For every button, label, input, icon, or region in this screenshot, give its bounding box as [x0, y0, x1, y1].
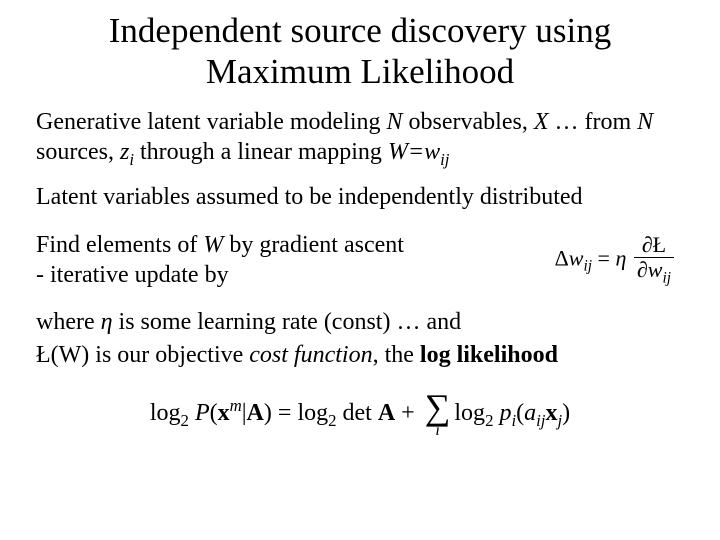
L: Ł — [653, 232, 666, 257]
var-W2: W — [203, 232, 223, 258]
ij2: ij — [662, 270, 671, 287]
equals: = — [592, 245, 615, 270]
var-N: N — [387, 109, 403, 135]
fraction: ∂Ł ∂wij — [634, 233, 674, 288]
A: A — [247, 400, 264, 426]
text: sources, — [36, 139, 120, 165]
P: P — [189, 400, 210, 426]
slide-title: Independent source discovery using Maxim… — [36, 10, 684, 93]
sigma-icon: ∑ — [425, 387, 451, 427]
x2: x — [545, 400, 557, 426]
eta: η — [615, 245, 626, 270]
partial: ∂ — [642, 232, 653, 257]
base2: 2 — [181, 410, 189, 429]
A2: A — [378, 400, 395, 426]
close2: ) — [562, 400, 570, 426]
ij: ij — [583, 258, 592, 275]
cost-function: cost function — [249, 342, 372, 368]
log: log — [150, 400, 181, 426]
sum: ∑i — [425, 389, 451, 439]
equation-log-likelihood: log2 P(xm|A) = log2 det A + ∑ilog2 pi(ai… — [36, 389, 684, 439]
paragraph-generative: Generative latent variable modeling N ob… — [36, 107, 684, 171]
text: - iterative update by — [36, 262, 229, 288]
var-z: z — [120, 139, 129, 165]
text: by gradient ascent — [223, 232, 404, 258]
log-likelihood: log likelihood — [420, 342, 558, 368]
det: det — [337, 400, 378, 426]
p: p — [499, 400, 511, 426]
text: where — [36, 309, 101, 335]
delta: Δ — [555, 245, 569, 270]
log2: log — [297, 400, 328, 426]
close: ) — [264, 400, 272, 426]
m: m — [230, 396, 242, 415]
partial2: ∂ — [637, 257, 648, 282]
w2: w — [648, 257, 663, 282]
text: Find elements of — [36, 232, 203, 258]
var-N2: N — [637, 109, 653, 135]
x: x — [218, 400, 230, 426]
base2b: 2 — [328, 410, 336, 429]
text: is some learning rate (const) … and — [113, 309, 462, 335]
text: , the — [373, 342, 420, 368]
text: is our objective — [89, 342, 249, 368]
numerator: ∂Ł — [634, 233, 674, 258]
sub-ij: ij — [440, 149, 449, 168]
text: observables, — [403, 109, 534, 135]
equation-gradient-update: Δwij = η ∂Ł ∂wij — [555, 233, 684, 288]
log3: log — [454, 400, 485, 426]
w: w — [569, 245, 584, 270]
a: a — [524, 400, 536, 426]
row-find-elements: Find elements of W by gradient ascent - … — [36, 230, 684, 290]
plus: + — [395, 400, 421, 426]
var-X: X — [534, 109, 549, 135]
equals: = — [272, 400, 298, 426]
slide: Independent source discovery using Maxim… — [0, 0, 720, 540]
text: through a linear mapping — [134, 139, 388, 165]
text: … from — [549, 109, 638, 135]
text-find-elements: Find elements of W by gradient ascent - … — [36, 230, 555, 290]
base2c: 2 — [485, 410, 493, 429]
LW: Ł(W) — [36, 342, 89, 368]
var-W: W=w — [388, 139, 440, 165]
denominator: ∂wij — [634, 258, 674, 287]
eta-inline: η — [101, 309, 113, 335]
paragraph-where: where η is some learning rate (const) … … — [36, 306, 684, 371]
paragraph-latent: Latent variables assumed to be independe… — [36, 182, 684, 212]
text: Generative latent variable modeling — [36, 109, 387, 135]
open: ( — [210, 400, 218, 426]
open2: ( — [516, 400, 524, 426]
